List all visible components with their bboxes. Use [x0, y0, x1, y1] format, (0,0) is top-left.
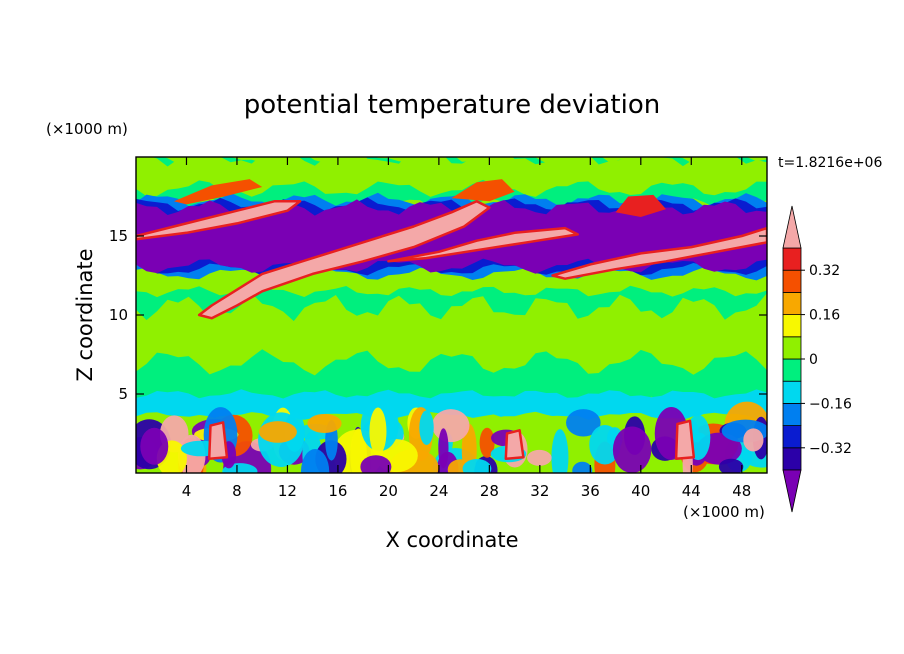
- colorbar-bin: [782, 269, 802, 293]
- warm-cap-1: [173, 179, 263, 205]
- y-tick-label: 15: [109, 227, 128, 245]
- colorbar-bin: [782, 358, 802, 382]
- colorbar-tick-label: −0.32: [809, 441, 852, 457]
- x-tick-label: 8: [232, 482, 242, 500]
- colorbar-bin: [782, 336, 802, 360]
- colorbar-bin: [782, 425, 802, 449]
- warm-tongue-2: [197, 199, 491, 320]
- colorbar-tick-label: −0.16: [809, 396, 852, 412]
- x-tick-label: 24: [429, 482, 448, 500]
- warm-cap-3: [615, 194, 666, 217]
- colorbar-tick-label: 0.16: [809, 308, 840, 324]
- warm-plume: [504, 429, 525, 461]
- colorbar-bin: [782, 247, 802, 271]
- lower-eddy: [307, 413, 342, 433]
- lower-eddy: [300, 449, 330, 473]
- lower-eddy: [432, 409, 470, 443]
- colorbar-bin: [782, 291, 802, 315]
- band-top-lightgreen: [136, 157, 767, 197]
- warm-plume: [674, 419, 696, 461]
- colorbar-bin: [782, 380, 802, 404]
- lower-eddy: [527, 449, 552, 466]
- colorbar-bin: [782, 447, 802, 471]
- lower-eddy: [572, 461, 593, 473]
- lower-eddy: [419, 410, 434, 445]
- x-tick-label: 4: [182, 482, 192, 500]
- lower-eddy: [589, 424, 621, 465]
- contour-field: [136, 157, 767, 473]
- time-label: t=1.8216e+06: [778, 155, 882, 171]
- y-tick-label: 10: [109, 306, 128, 324]
- lower-eddy: [369, 407, 387, 456]
- y-tick-label: 5: [118, 385, 128, 403]
- colorbar-tick-label: 0: [809, 352, 818, 368]
- colorbar-bin: [782, 314, 802, 338]
- lower-eddy: [479, 427, 495, 458]
- y-axis: 5 10 15: [109, 227, 767, 403]
- x-unit-label: (×1000 m): [683, 503, 765, 521]
- x-tick-label: 48: [732, 482, 751, 500]
- lower-eddy: [718, 458, 744, 473]
- warm-tongue-4: [551, 226, 767, 280]
- x-tick-label: 36: [581, 482, 600, 500]
- x-axis: 4 8 12 16 20 24 28 32 36 40 44 48: [182, 157, 751, 500]
- x-tick-label: 32: [530, 482, 549, 500]
- x-tick-label: 44: [682, 482, 701, 500]
- lower-eddy: [462, 458, 492, 473]
- colorbar-extend-min: [782, 469, 802, 513]
- x-axis-label: X coordinate: [385, 528, 518, 552]
- warm-cap-2: [451, 179, 515, 202]
- lower-eddy: [551, 429, 569, 473]
- x-tick-label: 16: [328, 482, 347, 500]
- lower-eddy: [438, 428, 449, 469]
- band-cold-purple: [136, 199, 767, 274]
- warm-plume: [207, 421, 229, 461]
- x-tick-label: 20: [379, 482, 398, 500]
- y-unit-label: (×1000 m): [46, 120, 128, 138]
- warm-tongue-1: [136, 199, 302, 241]
- colorbar-extend-max: [782, 205, 802, 249]
- chart-title: potential temperature deviation: [244, 90, 660, 120]
- lower-eddy: [258, 421, 297, 443]
- lower-eddy: [360, 455, 392, 473]
- lower-eddy: [743, 428, 764, 452]
- x-tick-label: 28: [480, 482, 499, 500]
- colorbar: 0.32 0.16 0 −0.16 −0.32: [782, 205, 852, 513]
- lower-eddy: [140, 427, 169, 465]
- warm-tongue-3: [387, 226, 579, 263]
- x-tick-label: 12: [278, 482, 297, 500]
- y-axis-label: Z coordinate: [73, 248, 97, 381]
- colorbar-tick-label: 0.32: [809, 263, 840, 279]
- x-tick-label: 40: [631, 482, 650, 500]
- lower-eddy: [566, 409, 601, 437]
- colorbar-bin: [782, 402, 802, 426]
- lower-eddy: [612, 426, 652, 473]
- band-mid-lightgreen: [136, 293, 767, 376]
